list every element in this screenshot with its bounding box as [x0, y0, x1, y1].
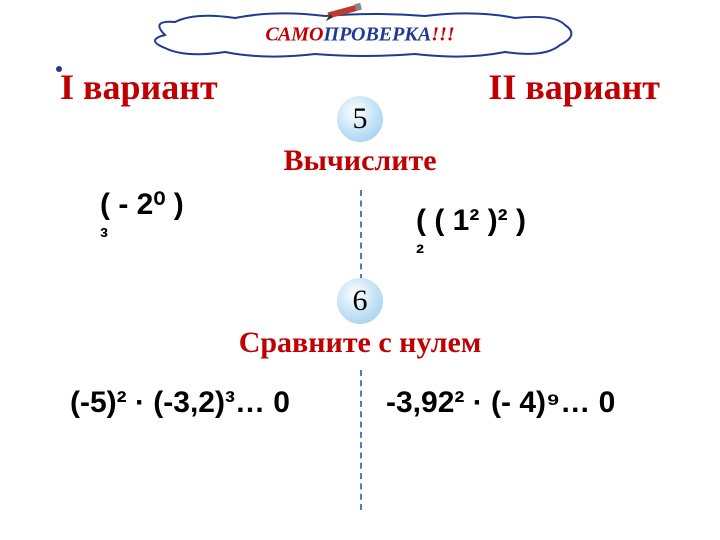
section-title-compare: Сравните с нулем — [239, 326, 482, 360]
variant-2-label: II вариант — [488, 66, 660, 108]
task-number-6: 6 — [337, 278, 383, 324]
task5-right-expression: ( ( 1² )² ) — [416, 206, 526, 236]
variant-1-label: I вариант — [60, 66, 218, 108]
task-number-5-value: 5 — [353, 102, 368, 136]
task6-right-expression: -3,92² · (- 4)⁹… 0 — [386, 388, 615, 418]
pencil-icon — [320, 2, 370, 22]
vertical-divider-2 — [360, 370, 362, 510]
banner-title-part3: !!! — [431, 24, 454, 46]
task5-right-subscript: ² — [416, 242, 424, 266]
task-number-5: 5 — [337, 96, 383, 142]
task5-left-expression: ( - 2⁰ ) — [100, 190, 184, 220]
title-banner: САМОПРОВЕРКА!!! — [145, 10, 575, 60]
vertical-divider-1 — [360, 190, 362, 280]
task6-left-expression: (-5)² · (-3,2)³… 0 — [70, 388, 290, 418]
task5-left-subscript: ³ — [100, 226, 108, 250]
banner-title-part2: ПРОВЕРКА — [324, 24, 432, 46]
section-title-calculate: Вычислите — [283, 144, 436, 178]
banner-title: САМОПРОВЕРКА!!! — [265, 24, 454, 47]
banner-title-part1: САМО — [265, 24, 323, 46]
task-number-6-value: 6 — [353, 284, 368, 318]
